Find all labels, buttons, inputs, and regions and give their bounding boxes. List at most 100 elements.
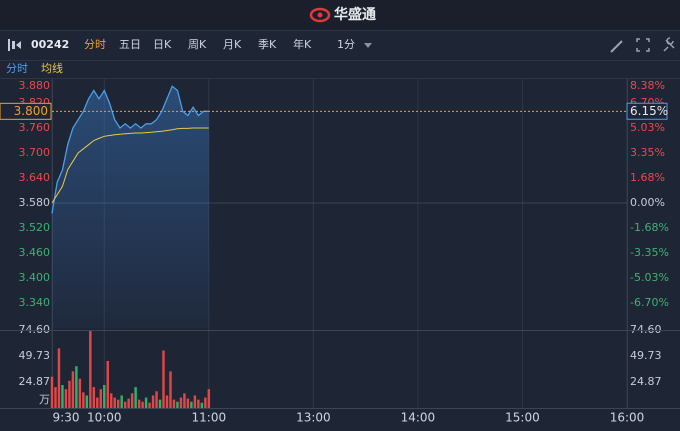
last-change-label: 6.15% [630,104,668,118]
volume-bar [78,378,82,408]
x-tick-label: 16:00 [610,411,645,425]
y-tick-label: 74.60 [19,323,51,336]
y2-tick-label: -1.68% [630,221,669,234]
y2-tick-label: 74.60 [630,323,662,336]
collapse-button[interactable] [8,39,21,51]
toolbar [0,30,680,60]
volume-bar [158,399,162,408]
x-tick-label: 11:00 [192,411,227,425]
volume-bar [204,397,207,408]
volume-bar [200,402,204,408]
volume-bar [57,348,61,408]
y2-tick-label: -3.35% [630,246,669,259]
volume-bar [116,399,120,408]
app-title: 华盛通 [334,6,376,23]
y-tick-label: 3.760 [19,121,51,134]
last-price-label: 3.800 [14,104,48,118]
legend-entry: 均线 [41,61,63,75]
volume-bar [141,401,144,408]
volume-bar [71,371,75,408]
volume-bar [148,402,151,408]
y2-tick-label: 3.35% [630,146,665,159]
x-tick-label: 15:00 [505,411,540,425]
y2-tick-label: 49.73 [630,349,662,362]
y2-tick-label: 0.00% [630,196,665,209]
volume-bar [176,401,179,408]
volume-bar [186,398,190,408]
volume-bar [151,395,155,408]
period-tab[interactable]: 五日 [119,38,141,51]
volume-bar [123,401,127,408]
legend-entry: 分时 [6,62,28,75]
volume-bar [64,389,68,408]
period-tab[interactable]: 年K [293,37,312,51]
x-tick-label: 14:00 [401,411,436,425]
volume-bar [96,397,99,408]
volume-bar [113,397,116,408]
volume-bar [120,395,123,408]
volume-bar [179,397,183,408]
volume-bar [207,389,211,408]
draw-tool-button[interactable] [610,40,623,53]
settings-button[interactable] [663,37,675,52]
y2-tick-label: -5.03% [630,271,669,284]
x-tick-label: 10:00 [87,411,122,425]
period-tab[interactable]: 季K [258,38,277,51]
y-tick-label: 3.340 [19,296,51,309]
y2-tick-label: 24.87 [630,375,662,388]
period-tab[interactable]: 周K [188,38,207,51]
average-line [51,127,209,204]
volume-bar [169,371,172,408]
last-change-box [626,102,668,120]
volume-bar [127,398,130,408]
volume-bar [50,376,54,408]
y-tick-label: 3.700 [19,146,51,159]
y2-tick-label: -6.70% [630,296,669,309]
volume-bar [54,387,57,408]
volume-bar [162,350,165,408]
volume-bar [75,366,78,408]
x-tick-label: 9:30 [53,411,80,425]
volume-bar [92,387,96,408]
volume-bar [103,384,106,408]
y-tick-label: 3.400 [19,271,51,284]
period-tab[interactable]: 月K [223,38,242,51]
y2-tick-label: 5.03% [630,121,665,134]
y-tick-label: 3.880 [19,79,51,92]
fullscreen-button[interactable] [636,38,650,52]
x-tick-label: 13:00 [296,411,331,425]
volume-bar [82,392,85,408]
period-tab[interactable]: 分时 [84,38,106,51]
symbol: 00242 [31,38,69,51]
volume-bar [61,384,64,408]
header-bar [0,0,680,30]
dropdown-arrow[interactable] [364,43,372,48]
y2-tick-label: 8.38% [630,79,665,92]
volume-bar [165,395,169,408]
volume-bar [85,395,89,408]
logo-icon [309,7,331,23]
volume-bar [68,380,71,408]
volume-bar [137,399,141,408]
period-tab[interactable]: 1分 [337,38,355,51]
period-tabs: 分时 五日 日K 周K 月K 季K 年K 1分 [84,37,355,51]
volume-bar [110,393,113,408]
period-tab[interactable]: 日K [153,38,172,51]
volume-bar [172,399,176,408]
volume-bar [190,401,193,408]
volume-bar [155,391,158,408]
y2-tick-label: 1.68% [630,171,665,184]
volume-bar [183,393,186,408]
last-price-box [0,102,52,120]
y-tick-label: 3.580 [19,196,51,209]
volume-bar [144,397,148,408]
y-tick-label: 49.73 [19,349,51,362]
volume-bar [99,389,103,408]
volume-bar [193,395,197,408]
y-tick-label: 3.460 [19,246,51,259]
volume-unit: 万 [39,393,50,406]
volume-bar [106,360,109,408]
volume-bar [130,393,134,408]
